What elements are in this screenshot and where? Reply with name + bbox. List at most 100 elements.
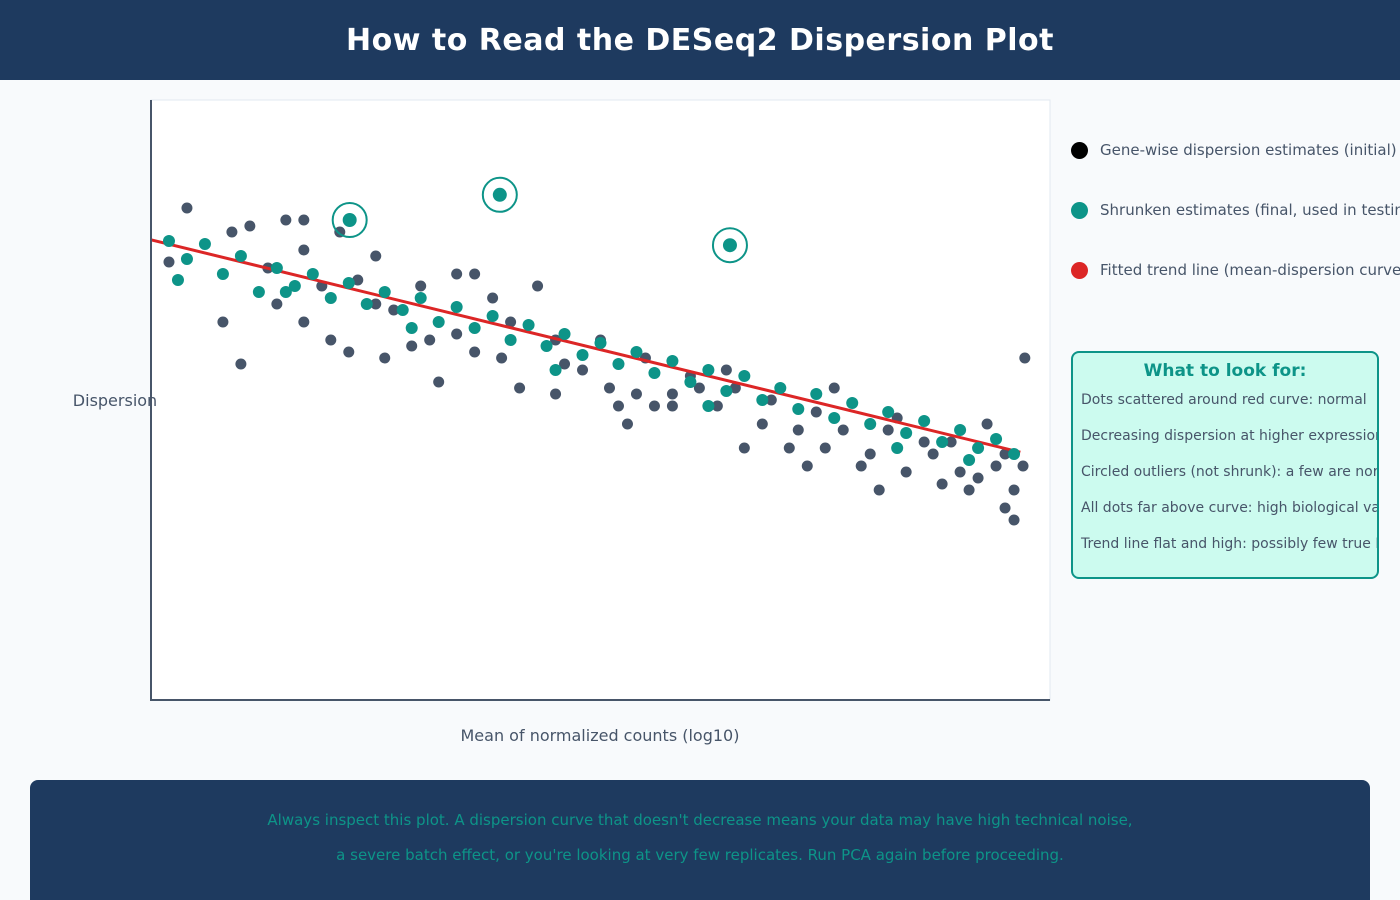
- tip-item: Dots scattered around red curve: normal: [1081, 392, 1367, 408]
- genewise-point: [999, 502, 1011, 514]
- genewise-point: [954, 466, 966, 478]
- genewise-point: [792, 424, 804, 436]
- shrunken-point: [576, 349, 589, 361]
- shrunken-point: [990, 433, 1003, 445]
- genewise-point: [271, 298, 283, 310]
- genewise-point: [810, 406, 822, 418]
- genewise-point: [711, 400, 723, 412]
- genewise-point: [981, 418, 993, 430]
- genewise-point: [603, 382, 615, 394]
- genewise-point: [298, 316, 310, 328]
- trend-dot-icon: [1071, 261, 1088, 279]
- shrunken-point: [774, 382, 787, 394]
- genewise-point: [945, 436, 957, 448]
- footer-line-2: a severe batch effect, or you're looking…: [336, 846, 1064, 864]
- genewise-point: [451, 328, 463, 340]
- genewise-point: [379, 352, 391, 364]
- genewise-point: [298, 214, 310, 226]
- genewise-point: [1008, 484, 1020, 496]
- genewise-point: [388, 304, 400, 316]
- shrunken-point: [234, 250, 247, 262]
- shrunken-point: [900, 427, 913, 439]
- genewise-point: [163, 256, 175, 268]
- shrunken-point: [666, 355, 679, 367]
- genewise-point: [370, 250, 382, 262]
- genewise-point: [496, 352, 508, 364]
- genewise-point: [505, 316, 517, 328]
- shrunken-point: [846, 397, 859, 409]
- shrunken-point: [270, 262, 283, 274]
- shrunken-point: [918, 415, 931, 427]
- tip-item: Trend line flat and high: possibly few t…: [1081, 536, 1377, 552]
- genewise-point: [756, 418, 768, 430]
- outlier-point: [492, 187, 507, 202]
- genewise-point: [1008, 514, 1020, 526]
- shrunken-point: [936, 436, 949, 448]
- shrunken-point: [414, 292, 427, 304]
- legend-item-trend: Fitted trend line (mean-dispersion curve…: [1071, 261, 1400, 279]
- outlier-ring: [481, 176, 518, 213]
- legend-label: Fitted trend line (mean-dispersion curve…: [1100, 261, 1400, 279]
- shrunken-point: [648, 367, 661, 379]
- genewise-point: [1019, 352, 1031, 364]
- genewise-point: [864, 448, 876, 460]
- genewise-point: [828, 382, 840, 394]
- genewise-point: [648, 400, 660, 412]
- shrunken-point: [882, 406, 895, 418]
- shrunken-point: [468, 322, 481, 334]
- shrunken-point: [171, 274, 184, 286]
- outlier-ring: [711, 227, 748, 264]
- shrunken-point: [180, 253, 193, 265]
- genewise-point: [415, 280, 427, 292]
- genewise-point: [235, 358, 247, 370]
- shrunken-point: [396, 304, 409, 316]
- genewise-point: [666, 388, 678, 400]
- genewise-point: [666, 400, 678, 412]
- shrunken-point: [810, 388, 823, 400]
- tip-item: Decreasing dispersion at higher expressi…: [1081, 428, 1379, 444]
- genewise-point: [550, 388, 562, 400]
- genewise-point: [927, 448, 939, 460]
- footer-banner: Always inspect this plot. A dispersion c…: [30, 780, 1370, 900]
- shrunken-point: [594, 337, 607, 349]
- shrunken-point: [972, 442, 985, 454]
- tip-item: Circled outliers (not shrunk): a few are…: [1081, 464, 1379, 480]
- outlier-point: [342, 213, 357, 227]
- shrunken-point: [342, 277, 355, 289]
- outlier-ring: [331, 202, 368, 238]
- footer-line-1: Always inspect this plot. A dispersion c…: [267, 811, 1133, 829]
- genewise-point: [451, 268, 463, 280]
- shrunken-point: [963, 454, 976, 466]
- shrunken-point: [504, 334, 517, 346]
- genewise-point: [469, 346, 481, 358]
- shrunken-point: [612, 358, 625, 370]
- genewise-point: [801, 460, 813, 472]
- shrunken-point: [252, 286, 265, 298]
- shrunken-dot-icon: [1071, 201, 1088, 219]
- shrunken-point: [540, 340, 553, 352]
- genewise-point: [693, 382, 705, 394]
- genewise-point: [577, 364, 589, 376]
- genewise-point: [873, 484, 885, 496]
- genewise-point: [226, 226, 238, 238]
- shrunken-point: [1008, 448, 1021, 460]
- shrunken-point: [162, 235, 175, 247]
- genewise-point: [433, 376, 445, 388]
- genewise-point: [918, 436, 930, 448]
- tip-item: All dots far above curve: high biologica…: [1081, 500, 1379, 516]
- shrunken-point: [450, 301, 463, 313]
- genewise-point: [244, 220, 256, 232]
- genewise-point: [972, 472, 984, 484]
- shrunken-point: [549, 364, 562, 376]
- legend-label: Gene-wise dispersion estimates (initial): [1100, 141, 1397, 159]
- shrunken-point: [405, 322, 418, 334]
- genewise-point: [352, 274, 364, 286]
- shrunken-point: [792, 403, 805, 415]
- shrunken-point: [630, 346, 643, 358]
- tips-box: What to look for: Dots scattered around …: [1071, 351, 1379, 579]
- header: How to Read the DESeq2 Dispersion Plot: [0, 0, 1400, 80]
- genewise-point: [370, 298, 382, 310]
- shrunken-point: [720, 385, 733, 397]
- genewise-point: [783, 442, 795, 454]
